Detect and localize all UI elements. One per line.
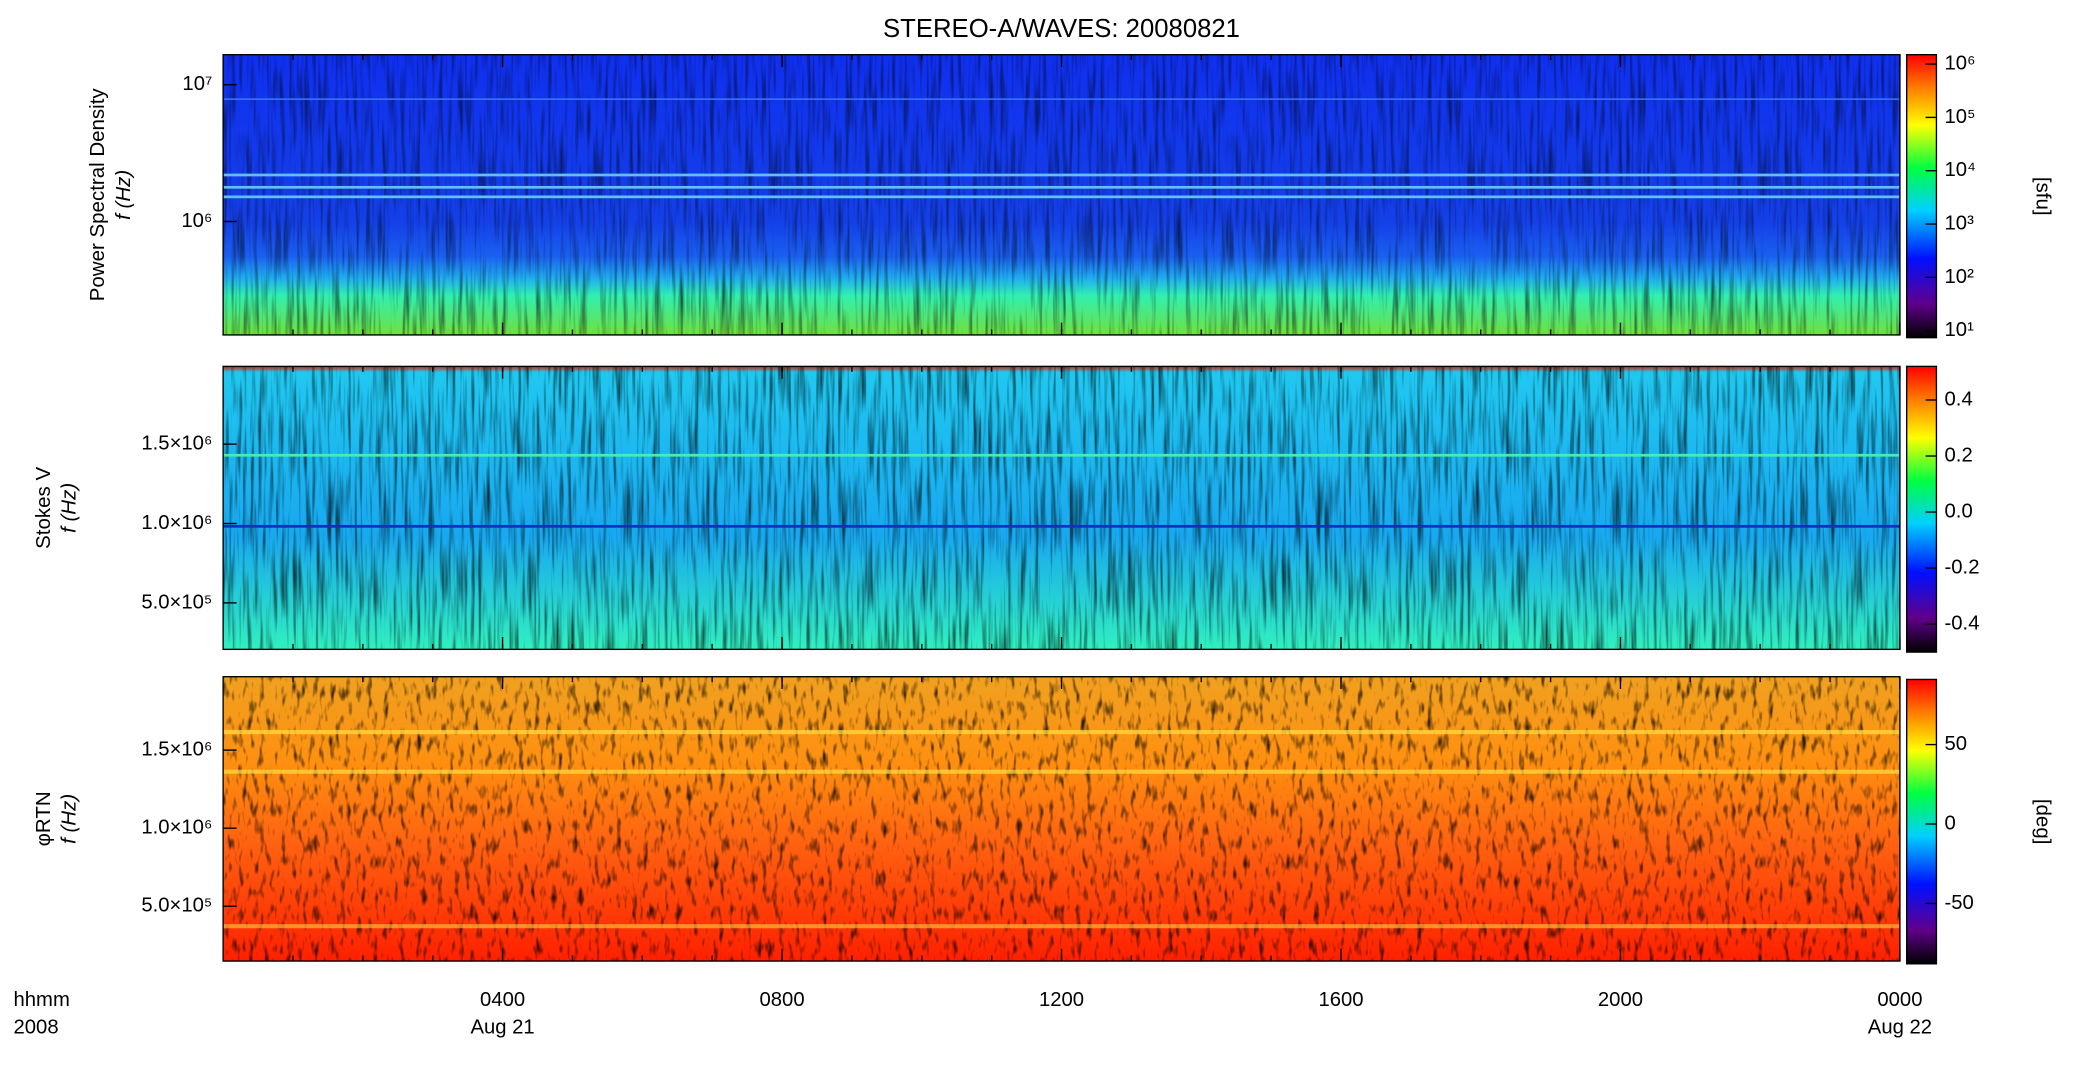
y-tick-label: 1.5×10⁶ xyxy=(141,432,212,454)
y-tick-label: 1.5×10⁶ xyxy=(141,738,212,760)
y-tick-label: 5.0×10⁵ xyxy=(141,591,212,613)
colorbar-tick-label: 10⁴ xyxy=(1945,159,1976,181)
y-axis-label: f (Hz) xyxy=(113,170,135,220)
y-tick-label: 1.0×10⁶ xyxy=(141,512,212,534)
y-axis-label: f (Hz) xyxy=(59,794,81,844)
y-tick-label: 10⁷ xyxy=(182,73,212,95)
x-date-label: Aug 22 xyxy=(1868,1016,1932,1038)
colorbar-tick-label: 0.0 xyxy=(1945,500,1973,522)
colorbar-tick-label: 10⁵ xyxy=(1945,106,1976,128)
spectrograms xyxy=(223,54,1900,962)
colorbar-tick-label: 50 xyxy=(1945,733,1968,755)
x-tick-label: 1600 xyxy=(1318,989,1363,1011)
colorbar-tick-label: -0.2 xyxy=(1945,556,1980,578)
x-tick-label: 1200 xyxy=(1039,989,1084,1011)
colorbar-tick-label: -50 xyxy=(1945,892,1974,914)
x-tick-label: 2000 xyxy=(1598,989,1643,1011)
colorbar-tick-label: -0.4 xyxy=(1945,612,1980,634)
y-tick-label: 1.0×10⁶ xyxy=(141,817,212,839)
x-axis-year: 2008 xyxy=(14,1016,59,1038)
colorbar-tick-label: 0.4 xyxy=(1945,388,1973,410)
x-date-label: Aug 21 xyxy=(470,1016,534,1038)
y-tick-label: 5.0×10⁵ xyxy=(141,895,212,917)
y-tick-label: 10⁶ xyxy=(181,210,212,232)
colorbar-tick-label: 10⁶ xyxy=(1945,52,1976,74)
x-tick-label: 0400 xyxy=(480,989,525,1011)
y-axis-label: Power Spectral Density xyxy=(87,88,109,302)
colorbar-tick-label: 10³ xyxy=(1945,212,1975,234)
colorbar-label: [deg] xyxy=(2032,799,2054,845)
y-axis-label: Stokes V xyxy=(33,466,55,548)
x-axis-label: hhmm xyxy=(14,989,70,1011)
y-axis-label: φRTN xyxy=(33,791,55,846)
colorbar-tick-label: 0 xyxy=(1945,812,1956,834)
colorbar-tick-label: 10¹ xyxy=(1945,319,1975,341)
colorbar-label: [sfu] xyxy=(2032,177,2054,216)
chart-title: STEREO-A/WAVES: 20080821 xyxy=(883,15,1240,43)
x-tick-label: 0800 xyxy=(760,989,805,1011)
y-axis-label: f (Hz) xyxy=(59,483,81,533)
x-tick-label: 0000 xyxy=(1877,989,1922,1011)
colorbar-tick-label: 0.2 xyxy=(1945,444,1973,466)
colorbar-tick-label: 10² xyxy=(1945,266,1975,288)
